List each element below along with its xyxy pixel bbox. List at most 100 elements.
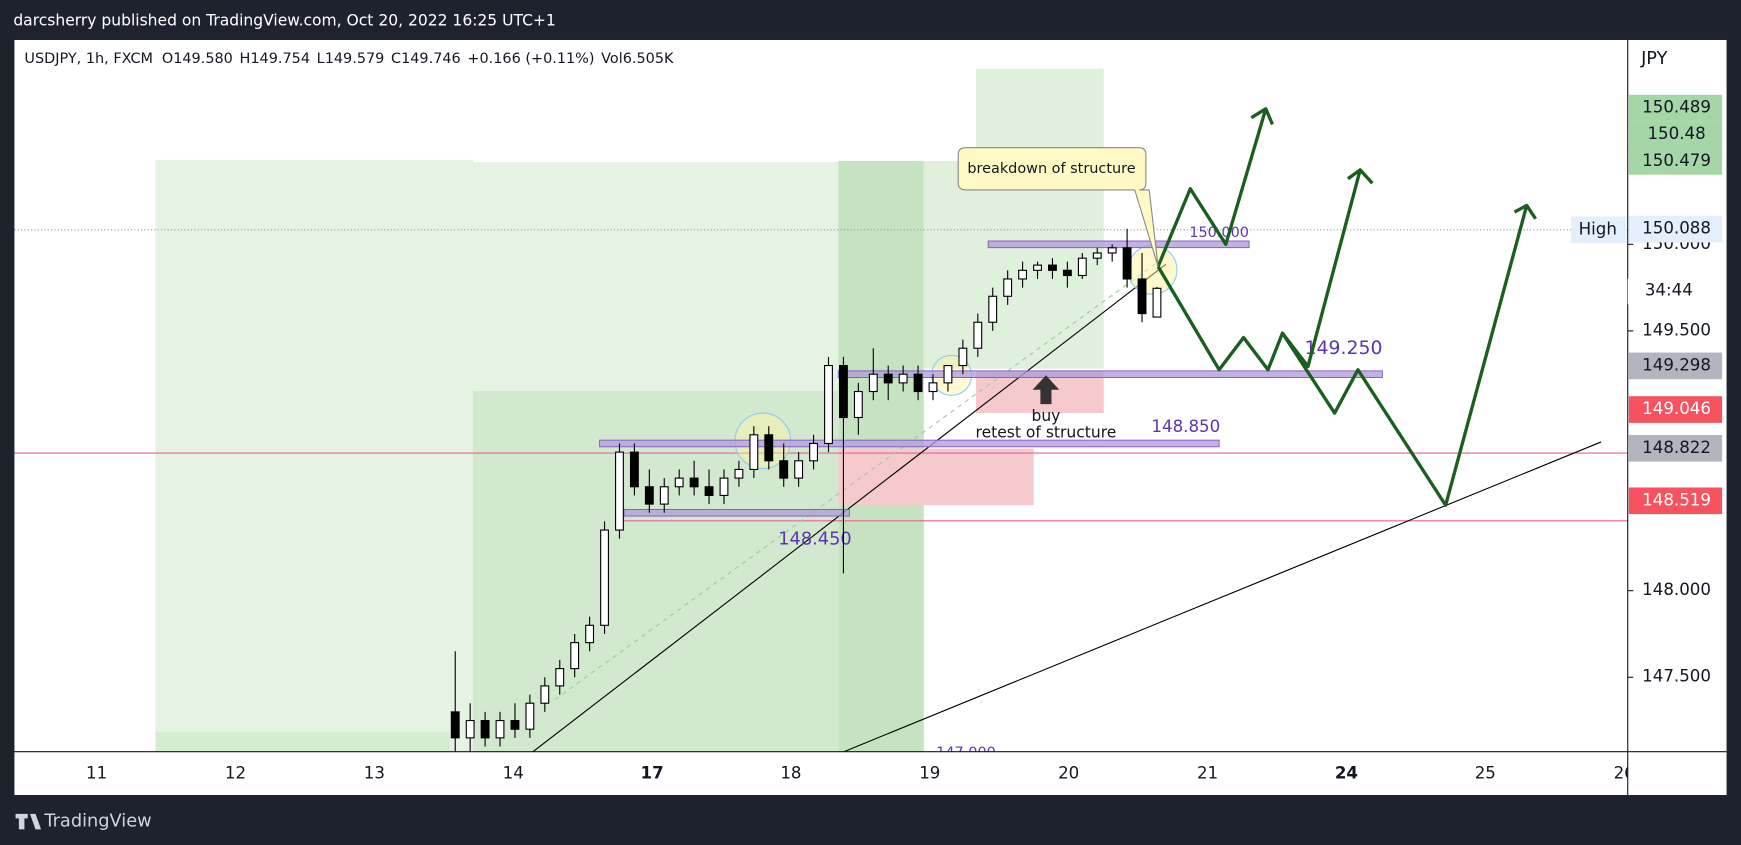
legend-item: C149.746 bbox=[391, 51, 461, 67]
candle-body bbox=[555, 668, 565, 687]
price-tag-label: 148.822 bbox=[1642, 438, 1711, 457]
annotation: retest of structure bbox=[976, 424, 1117, 442]
candle-body bbox=[973, 321, 983, 349]
high-tag bbox=[1571, 216, 1627, 244]
candle-body bbox=[480, 719, 490, 739]
candle-body bbox=[510, 719, 520, 730]
zone bbox=[473, 162, 839, 391]
candle-body bbox=[1018, 269, 1028, 280]
callout-text: breakdown of structure bbox=[967, 161, 1135, 177]
candle-body bbox=[1107, 247, 1117, 254]
countdown: 34:44 bbox=[1645, 280, 1693, 299]
candle-body bbox=[674, 477, 684, 488]
price-tag-label: 149.298 bbox=[1642, 355, 1711, 374]
level-label: 149.250 bbox=[1305, 337, 1383, 359]
x-tick-label: 17 bbox=[640, 763, 663, 782]
candle-body bbox=[1003, 278, 1013, 297]
candle-body bbox=[525, 702, 535, 730]
candle-body bbox=[838, 364, 848, 419]
candle-body bbox=[764, 434, 774, 462]
publisher: darcsherry published on TradingView.com,… bbox=[13, 12, 556, 30]
x-tick-label: 12 bbox=[225, 763, 246, 782]
candle-body bbox=[600, 529, 609, 626]
x-tick-label: 25 bbox=[1475, 763, 1496, 782]
price-tag-label: 149.046 bbox=[1642, 399, 1711, 418]
price-tag-label: 148.519 bbox=[1642, 490, 1711, 509]
x-tick-label: 24 bbox=[1335, 763, 1358, 782]
price-tag-label: 150.489 bbox=[1642, 98, 1711, 117]
candle-body bbox=[928, 382, 938, 393]
price-tag-label: 150.088 bbox=[1642, 219, 1711, 238]
x-tick-label: 18 bbox=[780, 763, 801, 782]
candle-body bbox=[1092, 252, 1102, 259]
candle-body bbox=[734, 468, 744, 479]
price-tag bbox=[1628, 215, 1723, 243]
level-zone bbox=[837, 370, 1383, 378]
legend-item: +0.166 (+0.11%) bbox=[467, 51, 594, 67]
level-label: 148.450 bbox=[778, 530, 851, 550]
candle-body bbox=[495, 719, 505, 739]
price-tag bbox=[1628, 487, 1723, 515]
currency: JPY bbox=[1640, 49, 1668, 69]
candle-body bbox=[809, 442, 819, 462]
candle-body bbox=[749, 434, 759, 471]
x-tick-label: 13 bbox=[364, 763, 385, 782]
candle-body bbox=[1062, 269, 1072, 277]
candle-body bbox=[629, 451, 639, 488]
trendline bbox=[843, 441, 1602, 752]
candle-body bbox=[1137, 278, 1147, 315]
candle-body bbox=[868, 373, 878, 393]
candle-body bbox=[988, 295, 998, 323]
x-tick-label: 20 bbox=[1058, 763, 1079, 782]
legend-item: Vol6.505K bbox=[601, 51, 674, 67]
candle-body bbox=[779, 460, 789, 479]
level-zone bbox=[987, 240, 1250, 249]
price-tag bbox=[1628, 94, 1723, 122]
candle-body bbox=[450, 711, 460, 739]
legend-item: H149.754 bbox=[240, 51, 310, 67]
price-tag bbox=[1628, 434, 1723, 462]
high-label: High bbox=[1579, 219, 1617, 238]
zone bbox=[975, 68, 1104, 369]
candle-body bbox=[913, 373, 923, 393]
price-tag bbox=[1628, 148, 1723, 175]
callout-box bbox=[957, 147, 1159, 267]
x-tick-label: 19 bbox=[919, 763, 940, 782]
legend-item: O149.580 bbox=[162, 51, 233, 67]
footer-brand: TradingView bbox=[43, 812, 151, 832]
candle-body bbox=[1048, 264, 1057, 271]
level-zone bbox=[599, 439, 1220, 448]
candle-body bbox=[465, 719, 475, 739]
level-zone bbox=[623, 508, 850, 517]
y-tick-label: 148.000 bbox=[1642, 580, 1711, 599]
x-tick-label: 11 bbox=[86, 763, 107, 782]
x-tick-label: 21 bbox=[1197, 763, 1218, 782]
buy-arrow bbox=[1032, 375, 1060, 405]
x-tick-label: 26 bbox=[1614, 763, 1635, 782]
risk-zone bbox=[838, 448, 1034, 506]
legend-item: USDJPY, 1h, FXCM bbox=[24, 51, 153, 67]
candle-body bbox=[719, 477, 729, 496]
zone bbox=[473, 390, 839, 752]
level-label: 147.000 bbox=[936, 745, 996, 761]
price-tag bbox=[1628, 396, 1723, 423]
candle-body bbox=[615, 451, 624, 531]
candle-body bbox=[1077, 257, 1087, 277]
price-tag bbox=[1628, 121, 1723, 149]
candle-body bbox=[1033, 264, 1042, 271]
candle-body bbox=[540, 685, 550, 704]
candle-body bbox=[898, 373, 908, 384]
candle-body bbox=[883, 373, 893, 384]
candle-body bbox=[824, 364, 833, 445]
candle-body bbox=[1122, 247, 1132, 280]
candle-body bbox=[958, 347, 968, 367]
candle-body bbox=[570, 642, 580, 670]
legend-item: L149.579 bbox=[317, 51, 385, 67]
price-tag-label: 150.479 bbox=[1642, 151, 1711, 170]
trendline bbox=[532, 263, 1167, 752]
level-label: 148.850 bbox=[1151, 417, 1220, 436]
countdown-box bbox=[1627, 278, 1726, 305]
annotation: buy bbox=[1031, 407, 1060, 425]
